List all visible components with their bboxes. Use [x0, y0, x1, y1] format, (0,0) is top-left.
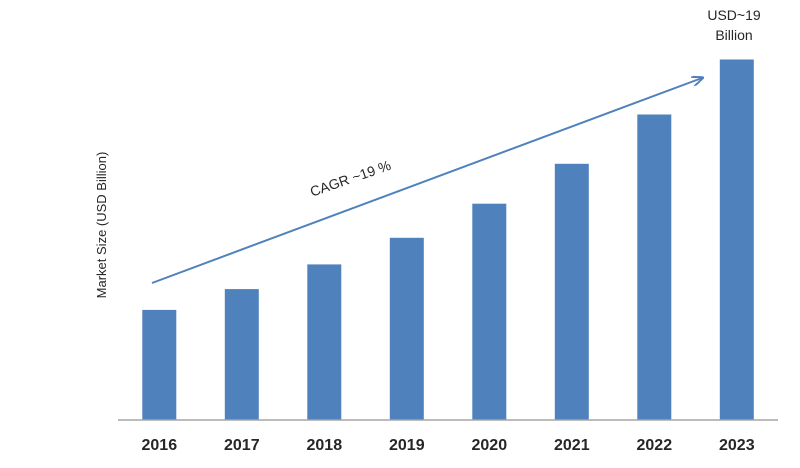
- bar-2022: [637, 114, 672, 420]
- bar-2021: [554, 163, 589, 421]
- bar-2018: [307, 264, 342, 420]
- bar-2019: [389, 237, 424, 420]
- x-tick-label-2021: 2021: [554, 437, 590, 454]
- final-value-annotation-line2: Billion: [715, 27, 752, 43]
- bar-2020: [472, 203, 507, 420]
- bars-layer: [142, 59, 754, 421]
- x-tick-label-2016: 2016: [142, 437, 178, 454]
- bar-2017: [224, 289, 259, 420]
- bar-2016: [142, 309, 177, 420]
- x-tick-label-2019: 2019: [389, 437, 425, 454]
- y-axis-title: Market Size (USD Billion): [94, 152, 109, 299]
- x-tick-label-2018: 2018: [307, 437, 343, 454]
- final-value-annotation-line1: USD~19: [707, 7, 761, 23]
- cagr-trend-arrow: [151, 78, 702, 284]
- x-tick-label-2022: 2022: [637, 437, 673, 454]
- x-tick-labels: 2016 2017 2018 2019 2020 2021 2022 2023: [142, 437, 755, 454]
- x-tick-label-2023: 2023: [719, 437, 755, 454]
- bar-2023: [719, 59, 754, 420]
- x-tick-label-2017: 2017: [224, 437, 260, 454]
- cagr-annotation: CAGR ~19 %: [308, 157, 393, 200]
- x-tick-label-2020: 2020: [472, 437, 508, 454]
